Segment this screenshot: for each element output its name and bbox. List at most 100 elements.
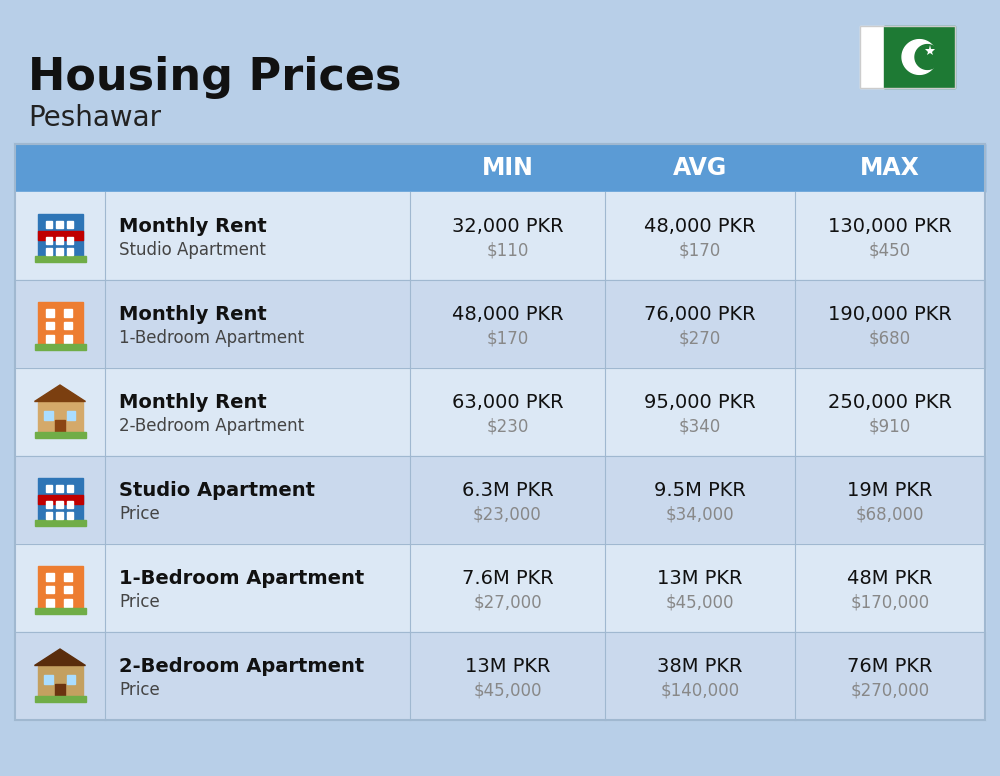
Bar bbox=[64, 309, 72, 317]
Bar bbox=[55, 684, 65, 698]
Bar bbox=[56, 485, 63, 492]
Bar bbox=[15, 456, 985, 544]
Text: 48,000 PKR: 48,000 PKR bbox=[452, 304, 563, 324]
Text: $270: $270 bbox=[679, 329, 721, 347]
Text: 250,000 PKR: 250,000 PKR bbox=[828, 393, 952, 411]
Bar bbox=[46, 322, 54, 329]
Bar bbox=[56, 501, 63, 508]
Text: Monthly Rent: Monthly Rent bbox=[119, 217, 267, 235]
Text: $910: $910 bbox=[869, 417, 911, 435]
Polygon shape bbox=[915, 44, 940, 69]
Bar bbox=[884, 26, 955, 88]
Text: Price: Price bbox=[119, 505, 160, 523]
Bar bbox=[56, 512, 63, 518]
Bar bbox=[56, 237, 63, 244]
Text: MIN: MIN bbox=[482, 156, 533, 180]
Bar bbox=[15, 144, 985, 720]
Bar bbox=[44, 675, 53, 684]
Bar bbox=[38, 477, 82, 522]
Text: $45,000: $45,000 bbox=[666, 593, 734, 611]
Bar bbox=[38, 494, 82, 504]
Bar bbox=[46, 599, 54, 607]
Text: AVG: AVG bbox=[673, 156, 727, 180]
Bar bbox=[46, 237, 52, 244]
Bar bbox=[38, 666, 82, 698]
Bar bbox=[15, 544, 985, 632]
Text: Studio Apartment: Studio Apartment bbox=[119, 480, 315, 500]
Text: $270,000: $270,000 bbox=[850, 681, 930, 699]
Bar bbox=[46, 586, 54, 594]
Bar bbox=[67, 411, 75, 420]
Bar bbox=[67, 248, 73, 255]
Polygon shape bbox=[34, 385, 86, 401]
Text: Peshawar: Peshawar bbox=[28, 104, 161, 132]
Bar bbox=[46, 221, 52, 227]
Text: $340: $340 bbox=[679, 417, 721, 435]
Text: $230: $230 bbox=[486, 417, 529, 435]
Text: Monthly Rent: Monthly Rent bbox=[119, 393, 267, 411]
Text: 6.3M PKR: 6.3M PKR bbox=[462, 480, 553, 500]
Text: 13M PKR: 13M PKR bbox=[465, 656, 550, 675]
Bar bbox=[15, 192, 985, 280]
Bar bbox=[34, 696, 86, 702]
Bar bbox=[38, 213, 82, 258]
Text: 2-Bedroom Apartment: 2-Bedroom Apartment bbox=[119, 656, 364, 675]
Text: $110: $110 bbox=[486, 241, 529, 259]
Bar bbox=[38, 230, 82, 240]
Text: 13M PKR: 13M PKR bbox=[657, 569, 743, 587]
Polygon shape bbox=[34, 649, 86, 666]
Polygon shape bbox=[902, 40, 937, 74]
Bar bbox=[46, 248, 52, 255]
Text: Price: Price bbox=[119, 593, 160, 611]
Text: $68,000: $68,000 bbox=[856, 505, 924, 523]
Text: Monthly Rent: Monthly Rent bbox=[119, 304, 267, 324]
Bar bbox=[44, 411, 53, 420]
Bar bbox=[67, 501, 73, 508]
Bar bbox=[67, 675, 75, 684]
Text: 48,000 PKR: 48,000 PKR bbox=[644, 217, 756, 235]
Text: $450: $450 bbox=[869, 241, 911, 259]
Bar bbox=[64, 599, 72, 607]
Bar bbox=[34, 432, 86, 438]
Text: 32,000 PKR: 32,000 PKR bbox=[452, 217, 563, 235]
Text: 76M PKR: 76M PKR bbox=[847, 656, 933, 675]
Text: $23,000: $23,000 bbox=[473, 505, 542, 523]
Text: $680: $680 bbox=[869, 329, 911, 347]
Bar bbox=[15, 144, 985, 192]
Bar bbox=[64, 322, 72, 329]
Text: 19M PKR: 19M PKR bbox=[847, 480, 933, 500]
Text: Price: Price bbox=[119, 681, 160, 699]
Bar bbox=[34, 344, 86, 349]
Bar bbox=[15, 368, 985, 456]
Text: 9.5M PKR: 9.5M PKR bbox=[654, 480, 746, 500]
Bar bbox=[46, 485, 52, 492]
Bar bbox=[46, 501, 52, 508]
Bar bbox=[46, 512, 52, 518]
Text: 76,000 PKR: 76,000 PKR bbox=[644, 304, 756, 324]
Text: MAX: MAX bbox=[860, 156, 920, 180]
Bar bbox=[38, 401, 82, 435]
Text: 95,000 PKR: 95,000 PKR bbox=[644, 393, 756, 411]
Bar bbox=[46, 573, 54, 580]
Bar bbox=[860, 26, 884, 88]
Text: $170: $170 bbox=[679, 241, 721, 259]
Text: 63,000 PKR: 63,000 PKR bbox=[452, 393, 563, 411]
Bar bbox=[38, 302, 82, 347]
Bar bbox=[34, 608, 86, 614]
Bar bbox=[46, 309, 54, 317]
Text: $34,000: $34,000 bbox=[666, 505, 734, 523]
Text: 1-Bedroom Apartment: 1-Bedroom Apartment bbox=[119, 329, 304, 347]
Bar bbox=[46, 335, 54, 342]
Bar bbox=[15, 632, 985, 720]
Text: 38M PKR: 38M PKR bbox=[657, 656, 743, 675]
Bar bbox=[64, 573, 72, 580]
Text: 7.6M PKR: 7.6M PKR bbox=[462, 569, 553, 587]
Text: Housing Prices: Housing Prices bbox=[28, 56, 402, 99]
Text: $140,000: $140,000 bbox=[660, 681, 740, 699]
Text: 1-Bedroom Apartment: 1-Bedroom Apartment bbox=[119, 569, 364, 587]
Text: 2-Bedroom Apartment: 2-Bedroom Apartment bbox=[119, 417, 304, 435]
Bar bbox=[34, 520, 86, 525]
Bar bbox=[64, 586, 72, 594]
Text: 190,000 PKR: 190,000 PKR bbox=[828, 304, 952, 324]
Bar bbox=[56, 221, 63, 227]
